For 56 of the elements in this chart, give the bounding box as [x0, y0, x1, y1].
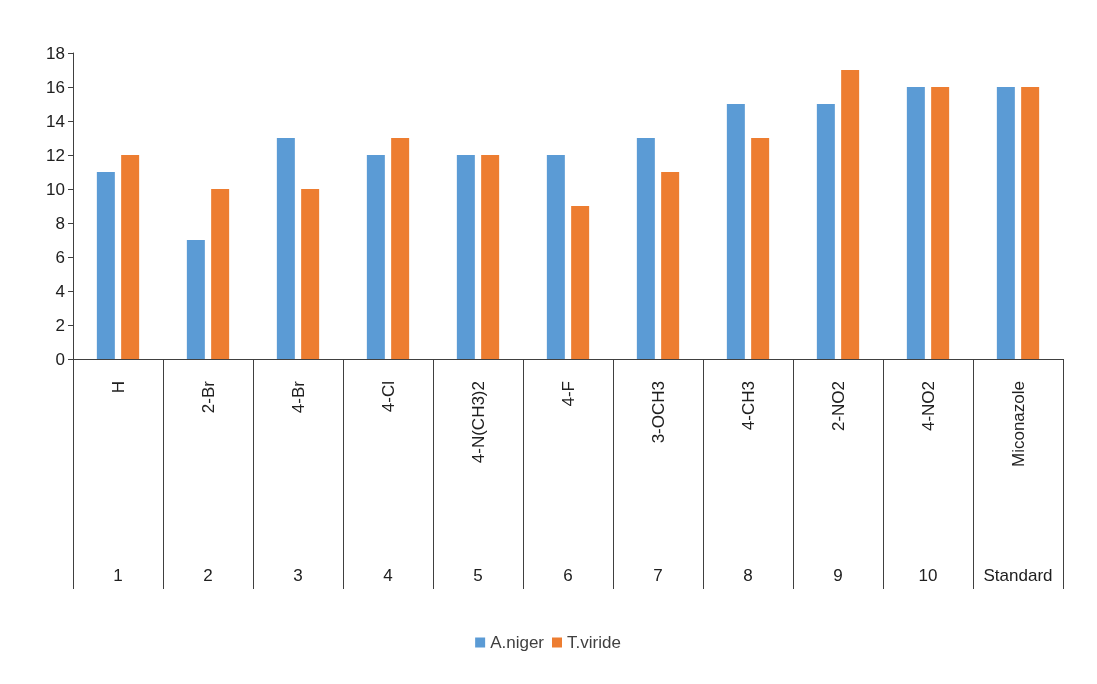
bar	[276, 138, 295, 359]
y-tick-label: 18	[46, 43, 65, 63]
text: 9	[833, 566, 843, 585]
y-tick-label: 14	[46, 111, 65, 131]
bar	[456, 155, 475, 359]
bar	[841, 70, 860, 359]
bar	[816, 104, 835, 359]
y-tick-label: 12	[46, 145, 65, 165]
x-tick-label: 4-Cl	[378, 381, 398, 413]
bar	[391, 138, 410, 359]
bar	[1021, 87, 1040, 359]
text: 7	[653, 566, 663, 585]
bar	[481, 155, 500, 359]
bar	[661, 172, 680, 359]
bar	[931, 87, 950, 359]
bar	[121, 155, 140, 359]
x-tick-label: 2-NO2	[828, 381, 848, 432]
bar	[546, 155, 565, 359]
x-tick-label: 4-F	[558, 381, 578, 407]
legend-label: A.niger	[490, 633, 545, 652]
y-tick-label: 2	[55, 315, 65, 335]
text: 6	[563, 566, 573, 585]
bar	[996, 87, 1015, 359]
y-tick-label: 0	[55, 349, 65, 369]
x-tick-label: 4-NO2	[918, 381, 938, 432]
bar	[636, 138, 655, 359]
x-tick-label: 2-Br	[198, 380, 218, 414]
text: 4	[383, 566, 393, 585]
bar	[211, 189, 230, 359]
x-tick-label: 3-OCH3	[648, 381, 668, 444]
bar	[301, 189, 320, 359]
text: 1	[113, 566, 123, 585]
text: 10	[918, 566, 938, 585]
y-tick-label: 16	[46, 77, 65, 97]
x-tick-label: 4-Br	[288, 380, 308, 414]
y-tick-label: 4	[55, 281, 65, 301]
y-tick-label: 10	[46, 179, 65, 199]
x-tick-label: 4-N(CH3)2	[468, 381, 488, 464]
x-tick-label: 4-CH3	[738, 381, 758, 431]
legend-label: T.viride	[567, 633, 621, 652]
bar	[96, 172, 115, 359]
bar	[751, 138, 770, 359]
bar	[906, 87, 925, 359]
x-tick-label: Miconazole	[1008, 381, 1028, 467]
bar	[571, 206, 590, 359]
bar	[186, 240, 205, 359]
text: 5	[473, 566, 483, 585]
text: 8	[743, 566, 753, 585]
y-tick-label: 6	[55, 247, 65, 267]
text: 2	[203, 566, 213, 585]
y-tick-label: 8	[55, 213, 65, 233]
bar	[726, 104, 745, 359]
text: 3	[293, 566, 303, 585]
text: Standard	[983, 566, 1053, 585]
x-tick-label: H	[108, 381, 128, 394]
bar	[366, 155, 385, 359]
